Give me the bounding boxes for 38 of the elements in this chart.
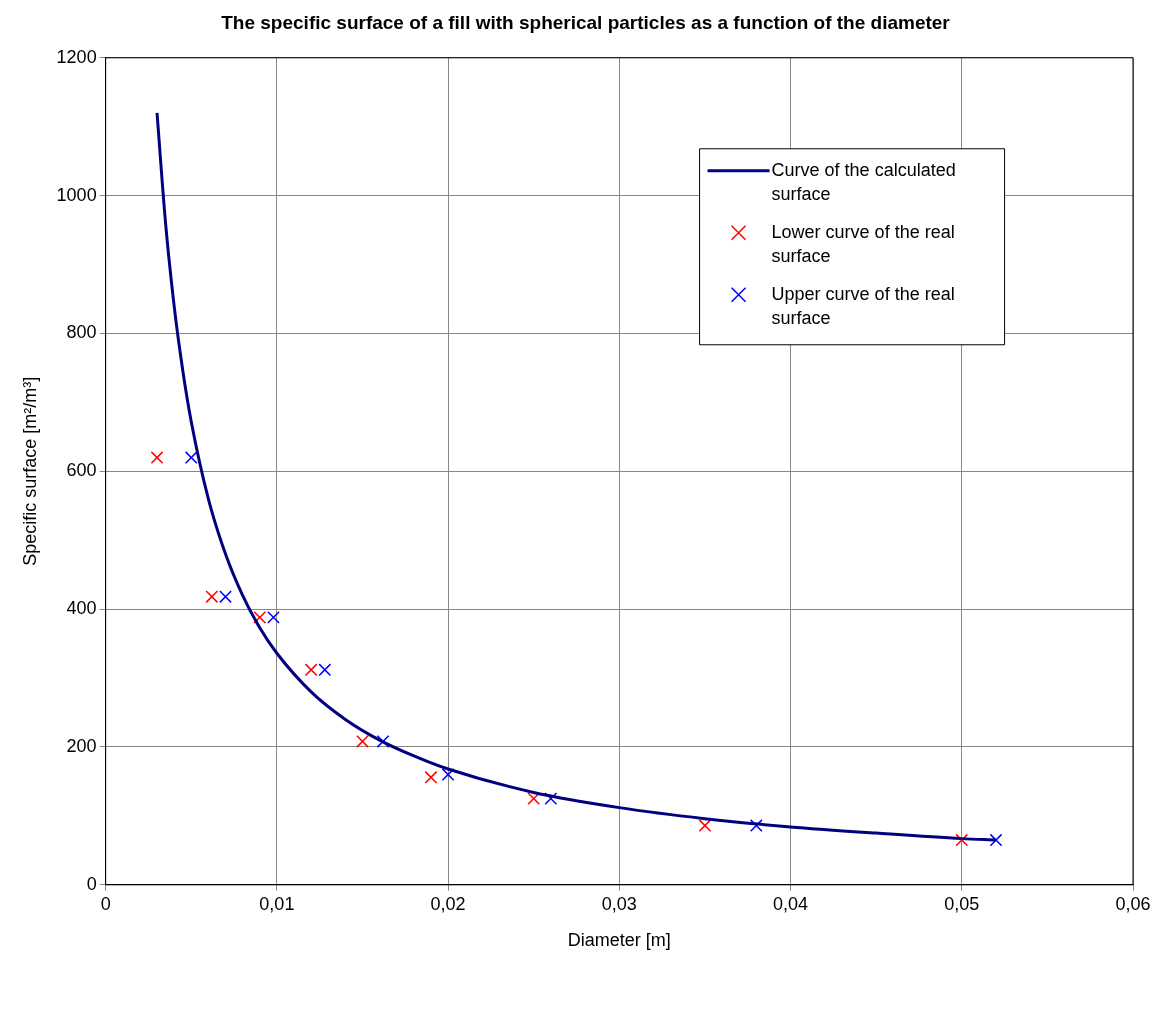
point	[424, 770, 438, 784]
x-axis-title: Diameter [m]	[567, 930, 671, 951]
y-axis-title: Specific surface [m²/m³]	[19, 376, 40, 566]
point	[205, 590, 219, 604]
point	[955, 833, 969, 847]
x-tick-label: 0,06	[1115, 893, 1151, 914]
chart-title: The specific surface of a fill with spherical particles as a function of the diameter	[220, 11, 951, 35]
y-tick-label: 800	[66, 322, 97, 343]
legend-label: Curve of the calculated surface	[771, 159, 956, 204]
point	[267, 611, 280, 624]
x-tick-label: 0,01	[259, 893, 295, 914]
y-tick-label: 400	[66, 598, 97, 619]
x-tick-label: 0,05	[944, 893, 980, 914]
x-tick-label: 0	[100, 893, 111, 914]
point	[219, 590, 232, 604]
y-tick-label: 600	[66, 460, 97, 481]
point	[544, 792, 558, 806]
point	[989, 833, 1003, 847]
line-series	[155, 111, 998, 842]
x-tick-label: 0,04	[773, 893, 809, 914]
point	[318, 663, 332, 677]
y-tick-label: 1200	[56, 46, 97, 67]
x-tick-label: 0,02	[430, 893, 466, 914]
point	[184, 451, 198, 464]
x-tick-label: 0,03	[601, 893, 637, 914]
point	[698, 819, 712, 832]
y-tick-label: 200	[66, 735, 97, 756]
point	[304, 663, 318, 677]
point	[150, 451, 164, 464]
y-tick-label: 0	[86, 873, 97, 894]
point	[376, 735, 390, 748]
point	[356, 735, 369, 748]
legend-label: Upper curve of the real surface	[771, 283, 955, 328]
point	[253, 611, 267, 624]
point	[527, 792, 541, 806]
legend-label: Lower curve of the real surface	[771, 221, 955, 266]
point	[749, 819, 763, 832]
y-tick-label: 1000	[56, 184, 97, 205]
